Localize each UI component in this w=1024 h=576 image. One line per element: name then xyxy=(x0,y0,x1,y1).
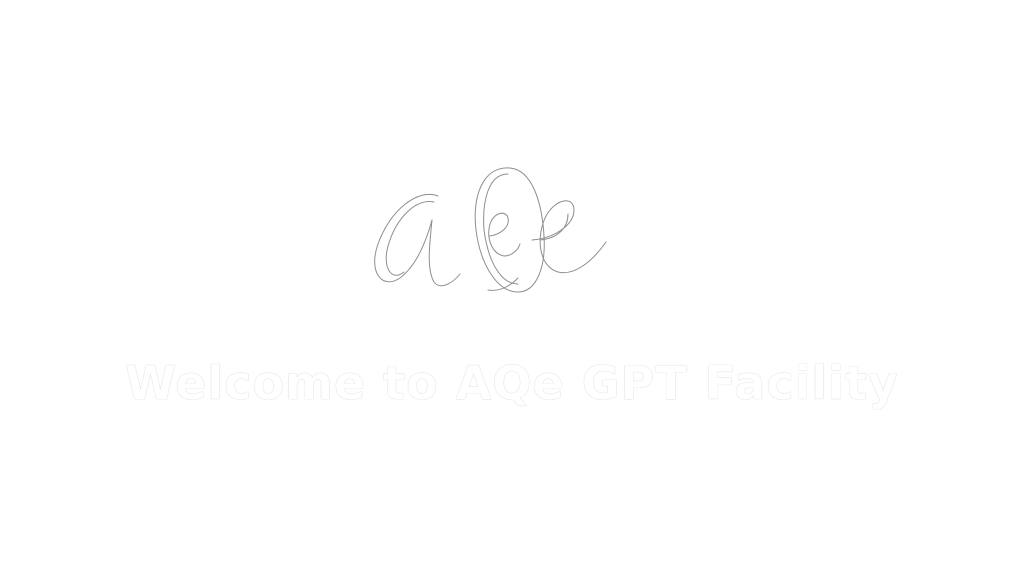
welcome-heading: Welcome to AQe GPT Facility xyxy=(125,356,899,410)
aqe-script-logo-icon xyxy=(360,158,620,298)
